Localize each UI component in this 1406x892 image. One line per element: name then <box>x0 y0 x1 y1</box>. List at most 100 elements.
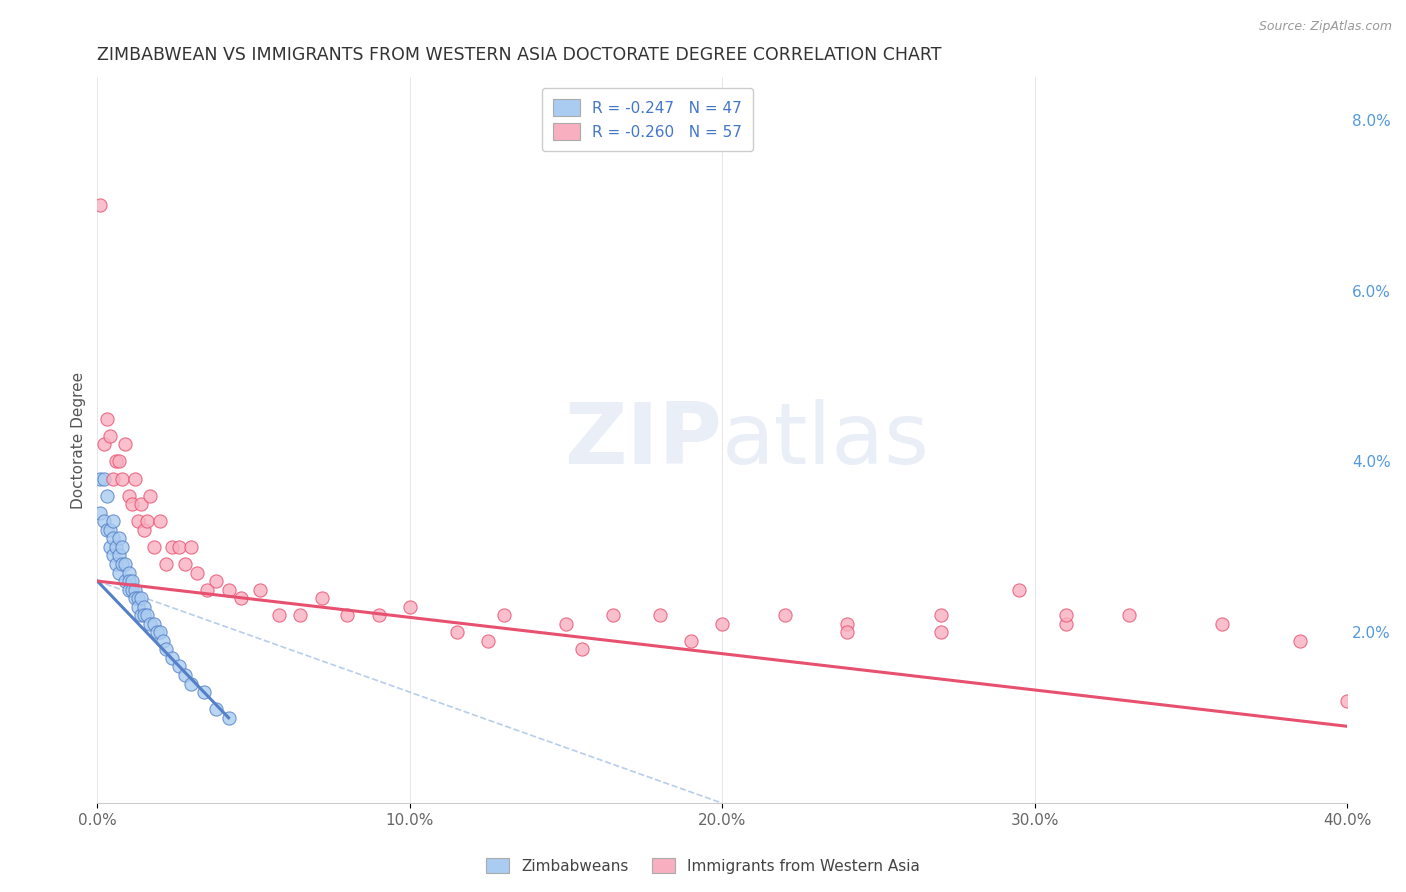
Point <box>93 437 115 451</box>
Point <box>492 608 515 623</box>
Point <box>602 608 624 623</box>
Point <box>1336 694 1358 708</box>
Point <box>98 429 121 443</box>
Point <box>96 523 118 537</box>
Point <box>121 582 143 597</box>
Point <box>180 676 202 690</box>
Point <box>162 651 184 665</box>
Point <box>290 608 312 623</box>
Point <box>929 608 952 623</box>
Text: Source: ZipAtlas.com: Source: ZipAtlas.com <box>1258 20 1392 33</box>
Point <box>205 574 228 588</box>
Point <box>101 549 124 563</box>
Point <box>367 608 389 623</box>
Point <box>129 591 152 606</box>
Point <box>114 557 136 571</box>
Point <box>218 582 240 597</box>
Point <box>142 616 165 631</box>
Point <box>149 625 172 640</box>
Point <box>98 540 121 554</box>
Point <box>105 454 128 468</box>
Point <box>929 625 952 640</box>
Point <box>218 711 240 725</box>
Point <box>155 557 177 571</box>
Point <box>101 531 124 545</box>
Point <box>117 582 139 597</box>
Point <box>837 616 859 631</box>
Point <box>89 198 111 212</box>
Legend: Zimbabweans, Immigrants from Western Asia: Zimbabweans, Immigrants from Western Asi… <box>481 852 925 880</box>
Point <box>117 574 139 588</box>
Point <box>145 625 167 640</box>
Point <box>121 497 143 511</box>
Point <box>249 582 271 597</box>
Point <box>446 625 468 640</box>
Point <box>136 608 159 623</box>
Point <box>124 582 146 597</box>
Point <box>101 471 124 485</box>
Point <box>134 523 156 537</box>
Point <box>173 668 195 682</box>
Point <box>1211 616 1233 631</box>
Point <box>136 514 159 528</box>
Point <box>477 633 499 648</box>
Point <box>336 608 359 623</box>
Point <box>1054 608 1077 623</box>
Point <box>398 599 420 614</box>
Point <box>1118 608 1140 623</box>
Point <box>114 437 136 451</box>
Point <box>1054 616 1077 631</box>
Point <box>139 616 162 631</box>
Point <box>152 633 174 648</box>
Point <box>96 411 118 425</box>
Legend: R = -0.247   N = 47, R = -0.260   N = 57: R = -0.247 N = 47, R = -0.260 N = 57 <box>541 88 752 151</box>
Point <box>229 591 252 606</box>
Point <box>129 497 152 511</box>
Point <box>127 591 149 606</box>
Point <box>205 702 228 716</box>
Point <box>105 540 128 554</box>
Point <box>105 557 128 571</box>
Point <box>108 549 131 563</box>
Text: ZIMBABWEAN VS IMMIGRANTS FROM WESTERN ASIA DOCTORATE DEGREE CORRELATION CHART: ZIMBABWEAN VS IMMIGRANTS FROM WESTERN AS… <box>97 46 942 64</box>
Point <box>155 642 177 657</box>
Point <box>101 514 124 528</box>
Point <box>129 608 152 623</box>
Point <box>124 471 146 485</box>
Point <box>555 616 578 631</box>
Point <box>1008 582 1031 597</box>
Point <box>193 685 215 699</box>
Point <box>134 599 156 614</box>
Point <box>1289 633 1312 648</box>
Point <box>571 642 593 657</box>
Point <box>267 608 290 623</box>
Point <box>108 566 131 580</box>
Point <box>111 540 134 554</box>
Point <box>134 608 156 623</box>
Y-axis label: Doctorate Degree: Doctorate Degree <box>72 371 86 508</box>
Text: ZIP: ZIP <box>565 399 723 482</box>
Point <box>117 489 139 503</box>
Point <box>142 540 165 554</box>
Point <box>162 540 184 554</box>
Point <box>186 566 208 580</box>
Point <box>89 506 111 520</box>
Point <box>149 514 172 528</box>
Point <box>195 582 218 597</box>
Point <box>98 523 121 537</box>
Point <box>127 599 149 614</box>
Point <box>124 591 146 606</box>
Point <box>111 557 134 571</box>
Point <box>108 454 131 468</box>
Point <box>121 574 143 588</box>
Point <box>773 608 796 623</box>
Point <box>93 471 115 485</box>
Point <box>117 566 139 580</box>
Point <box>89 471 111 485</box>
Point <box>127 514 149 528</box>
Point <box>139 489 162 503</box>
Point <box>167 659 190 673</box>
Point <box>96 489 118 503</box>
Point <box>167 540 190 554</box>
Point <box>93 514 115 528</box>
